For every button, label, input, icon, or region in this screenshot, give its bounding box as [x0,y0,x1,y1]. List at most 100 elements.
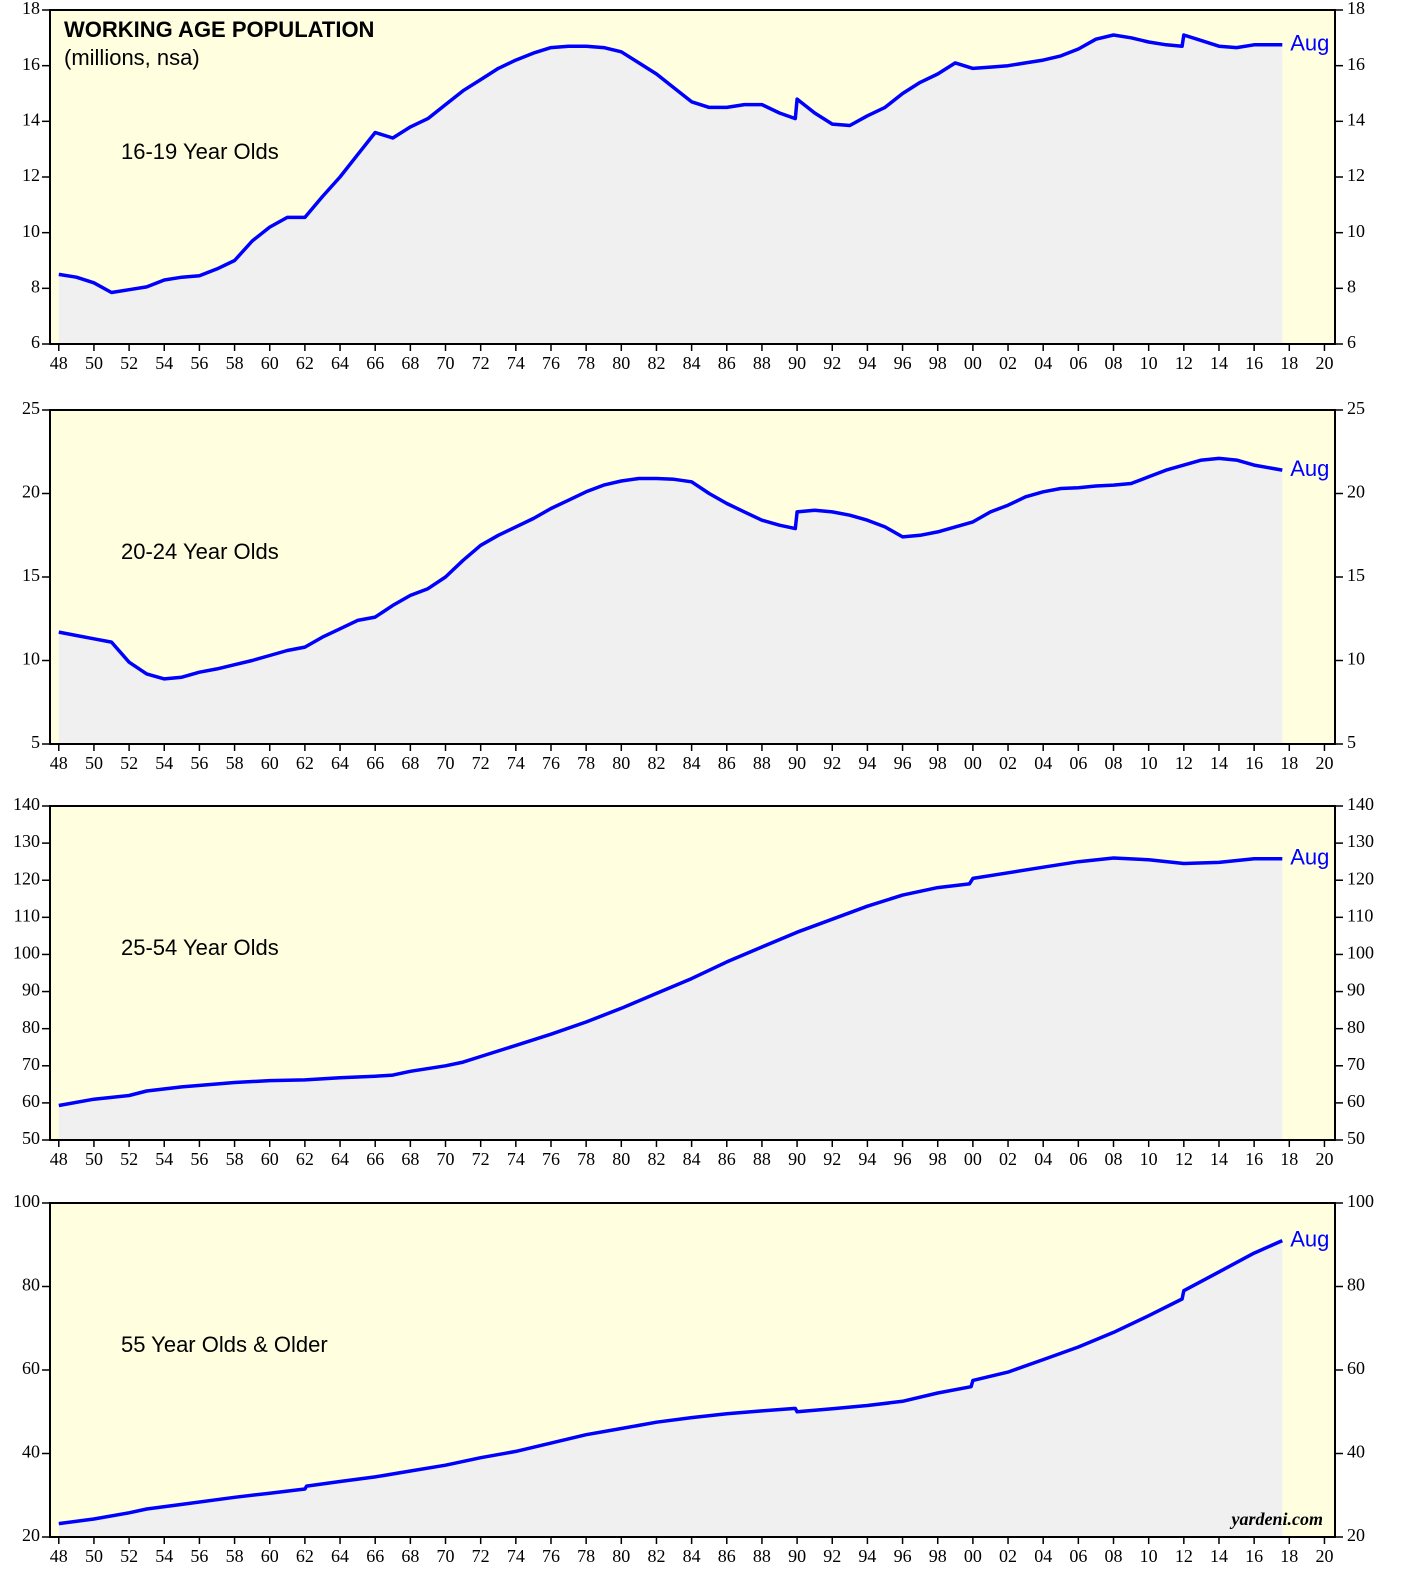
x-tick-label: 18 [1280,1149,1298,1169]
series-line [58,856,1283,1108]
y-tick-label: 14 [22,109,40,129]
x-tick-label: 98 [929,353,947,373]
x-tick-label: 02 [999,1546,1017,1566]
x-tick-label: 58 [226,1546,244,1566]
x-tick-label: 98 [929,1149,947,1169]
x-tick-label: 66 [366,1546,384,1566]
x-tick-label: 70 [437,1149,455,1169]
y-tick-label: 20 [22,1525,40,1545]
x-tick-label: 54 [155,1546,173,1566]
x-tick-label: 48 [50,1149,68,1169]
y-tick-label: 120 [1347,868,1374,888]
x-tick-label: 04 [1034,1149,1052,1169]
x-tick-label: 72 [472,1149,490,1169]
area-fill [58,858,1283,1140]
y-tick-label: 70 [22,1054,40,1074]
x-tick-label: 52 [120,753,138,773]
x-tick-label: 16 [1245,353,1263,373]
x-tick-label: 10 [1140,353,1158,373]
y-tick-label: 70 [1347,1054,1365,1074]
x-tick-label: 76 [542,353,560,373]
x-tick-label: 92 [823,353,841,373]
y-tick-label: 12 [1347,165,1365,185]
x-tick-label: 74 [507,353,525,373]
x-tick-label: 56 [190,1546,208,1566]
x-tick-label: 68 [401,353,419,373]
y-tick-label: 40 [22,1442,40,1462]
y-tick-label: 140 [1347,794,1374,814]
y-tick-label: 100 [1347,943,1374,963]
x-tick-label: 20 [1315,753,1333,773]
x-tick-label: 18 [1280,1546,1298,1566]
x-tick-label: 94 [858,353,876,373]
y-tick-label: 60 [1347,1091,1365,1111]
x-tick-label: 58 [226,1149,244,1169]
x-tick-label: 74 [507,1546,525,1566]
x-tick-label: 90 [788,753,806,773]
x-tick-label: 78 [577,1546,595,1566]
y-tick-label: 18 [1347,0,1365,18]
x-tick-label: 78 [577,753,595,773]
y-tick-label: 130 [1347,831,1374,851]
x-tick-label: 96 [894,353,912,373]
x-tick-label: 58 [226,353,244,373]
x-tick-label: 92 [823,1546,841,1566]
x-tick-label: 84 [683,353,701,373]
y-tick-label: 130 [13,831,40,851]
x-tick-label: 80 [612,753,630,773]
x-tick-label: 02 [999,353,1017,373]
x-tick-label: 14 [1210,753,1228,773]
x-tick-label: 94 [858,1546,876,1566]
y-tick-label: 8 [31,276,40,296]
x-tick-label: 90 [788,1546,806,1566]
panel-label: 25-54 Year Olds [121,935,279,960]
x-tick-label: 56 [190,353,208,373]
x-tick-label: 02 [999,753,1017,773]
x-tick-label: 66 [366,1149,384,1169]
x-tick-label: 90 [788,1149,806,1169]
x-tick-label: 12 [1175,753,1193,773]
y-tick-label: 18 [22,0,40,18]
y-tick-label: 80 [22,1017,40,1037]
x-tick-label: 60 [261,1546,279,1566]
x-tick-label: 02 [999,1149,1017,1169]
x-tick-label: 88 [753,1149,771,1169]
source: yardeni.com [1230,1509,1324,1529]
y-tick-label: 20 [1347,482,1365,502]
x-tick-label: 94 [858,1149,876,1169]
y-tick-label: 80 [22,1275,40,1295]
x-tick-label: 06 [1069,1149,1087,1169]
y-tick-label: 16 [1347,54,1365,74]
x-tick-label: 14 [1210,353,1228,373]
end-label: Aug [1290,845,1329,870]
y-tick-label: 110 [1347,905,1373,925]
x-tick-label: 60 [261,1149,279,1169]
y-tick-label: 80 [1347,1017,1365,1037]
x-tick-label: 72 [472,1546,490,1566]
x-tick-label: 70 [437,353,455,373]
x-tick-label: 50 [85,1546,103,1566]
x-tick-label: 08 [1105,1149,1123,1169]
chart-title: WORKING AGE POPULATION [64,17,374,42]
chart-subtitle: (millions, nsa) [64,45,200,70]
x-tick-label: 64 [331,753,349,773]
x-tick-label: 82 [647,1149,665,1169]
x-tick-label: 12 [1175,1546,1193,1566]
x-tick-label: 82 [647,1546,665,1566]
y-tick-label: 120 [13,868,40,888]
x-tick-label: 10 [1140,1546,1158,1566]
y-tick-label: 20 [1347,1525,1365,1545]
x-tick-label: 48 [50,353,68,373]
x-tick-label: 58 [226,753,244,773]
x-tick-label: 14 [1210,1546,1228,1566]
x-tick-label: 94 [858,753,876,773]
area-fill [58,458,1283,744]
y-tick-label: 25 [22,398,40,418]
x-tick-label: 50 [85,1149,103,1169]
x-tick-label: 78 [577,1149,595,1169]
panel-label: 20-24 Year Olds [121,539,279,564]
x-tick-label: 54 [155,753,173,773]
x-tick-label: 52 [120,1546,138,1566]
y-tick-label: 15 [22,565,40,585]
y-tick-label: 140 [13,794,40,814]
